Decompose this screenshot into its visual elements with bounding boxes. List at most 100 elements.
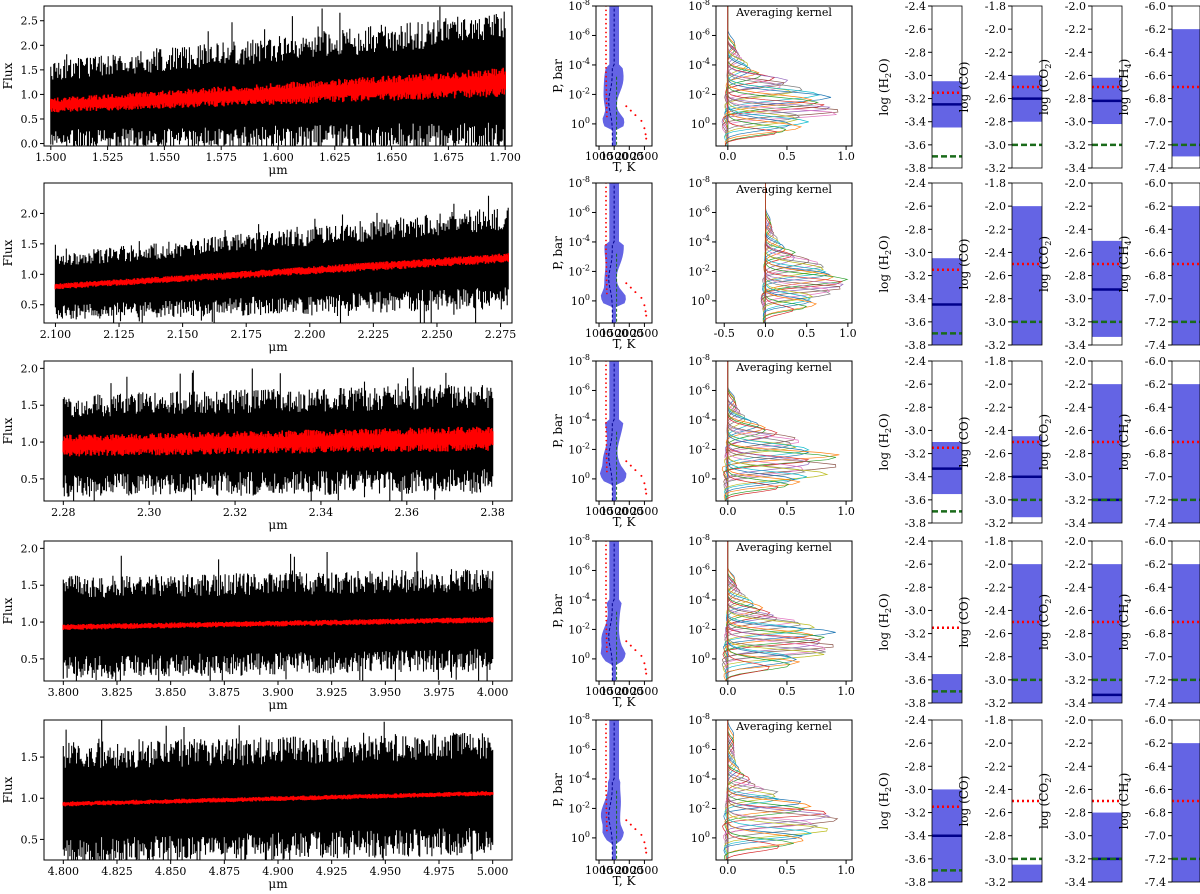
kernel-curve — [763, 183, 794, 323]
kernel-y-tick-label: 10-2 — [688, 263, 710, 278]
tp-y-tick-label: 10-2 — [568, 621, 590, 636]
kernel-curve — [722, 6, 839, 146]
abundance-y-tick-label: -2.8 — [905, 223, 926, 236]
abundance-y-tick-label: -3.6 — [905, 316, 926, 329]
abundance-panel-3-3: -2.0 -2.2 -2.4 -2.6 -2.8 -3.0 -3.2 -3.4 log (CO2… — [1037, 355, 1123, 530]
x-tick-label: 2.225 — [358, 328, 390, 341]
kernel-curve — [725, 541, 778, 681]
tp-x-tick-label: 1000 — [585, 327, 613, 340]
abundance-y-tick-label: -2.8 — [1065, 628, 1086, 641]
abundance-y-tick-label: -3.2 — [1065, 139, 1086, 152]
abundance-y-tick-label: -2.6 — [905, 737, 926, 750]
y-tick-label: 1.5 — [21, 751, 39, 764]
tp-y-tick-label: 10-2 — [568, 263, 590, 278]
abundance-y-tick-label: -2.2 — [1065, 200, 1086, 213]
abundance-panel-5-1: -2.4 -2.6 -2.8 -3.0 -3.2 -3.4 -3.6 -3.8 log (H2O… — [877, 714, 963, 889]
abundance-y-tick-label: -3.2 — [985, 339, 1006, 352]
abundance-y-tick-label: -2.4 — [1065, 581, 1086, 594]
tp-y-tick-label: 100 — [571, 651, 590, 666]
abundance-y-tick-label: -6.2 — [1145, 378, 1166, 391]
abundance-y-tick-label: -3.0 — [1065, 471, 1086, 484]
abundance-y-tick-label: -7.0 — [1145, 830, 1166, 843]
kernel-y-tick-label: 10-6 — [688, 382, 710, 397]
abundance-y-tick-label: -3.6 — [905, 494, 926, 507]
abundance-y-tick-label: -2.8 — [1065, 448, 1086, 461]
kernel-y-tick-label: 10-2 — [688, 621, 710, 636]
abundance-y-tick-label: -3.0 — [905, 424, 926, 437]
abundance-y-tick-label: -2.2 — [1065, 23, 1086, 36]
tp-y-tick-label: 10-2 — [568, 441, 590, 456]
abundance-y-tick-label: -3.2 — [905, 270, 926, 283]
spectrum-frame — [43, 360, 513, 502]
spectrum-y-label: Flux — [1, 239, 15, 266]
x-tick-label: 3.875 — [209, 686, 241, 699]
tp-prior-dots — [605, 183, 648, 317]
spectrum-x-label: μm — [268, 340, 288, 354]
abundance-y-label: log (CO2) — [1037, 236, 1053, 292]
model-spectrum-line — [62, 426, 494, 457]
abundance-y-tick-label: -3.6 — [905, 674, 926, 687]
abundance-y-tick-label: -6.8 — [1145, 807, 1166, 820]
kernel-frame — [715, 182, 853, 324]
abundance-band — [1012, 864, 1042, 882]
x-tick-label: 2.100 — [40, 328, 72, 341]
tp-y-tick-label: 10-6 — [568, 382, 590, 397]
abundance-y-tick-label: -2.2 — [985, 46, 1006, 59]
kernel-title: Averaging kernel — [735, 183, 832, 196]
kernel-curve — [724, 720, 831, 860]
abundance-y-tick-label: -2.8 — [905, 401, 926, 414]
abundance-y-tick-label: -3.4 — [905, 651, 926, 664]
spectrum-panel-5: 4.800 4.825 4.850 4.875 4.900 4.925 4.950 4.975… — [1, 719, 513, 891]
abundance-panel-2-4: -6.0 -6.2 -6.4 -6.6 -6.8 -7.0 -7.2 -7.4 log (CH4… — [1117, 177, 1200, 352]
kernel-frame — [715, 719, 853, 861]
abundance-y-tick-label: -2.2 — [1065, 737, 1086, 750]
tp-x-tick-label: 2500 — [630, 327, 658, 340]
abundance-band — [1172, 206, 1200, 345]
abundance-y-tick-label: -2.6 — [1065, 783, 1086, 796]
kernel-x-tick-label: 0.5 — [778, 864, 796, 877]
x-tick-label: 3.950 — [370, 686, 402, 699]
x-tick-label: 2.38 — [480, 506, 505, 519]
abundance-y-tick-label: -6.4 — [1145, 46, 1166, 59]
abundance-frame — [1011, 182, 1043, 346]
kernel-curve — [723, 361, 806, 501]
tp-frame — [595, 5, 653, 147]
tp-x-tick-label: 1000 — [585, 685, 613, 698]
tp-x-tick-label: 2500 — [630, 150, 658, 163]
abundance-y-tick-label: -7.4 — [1145, 697, 1166, 710]
x-tick-label: 3.925 — [316, 686, 348, 699]
abundance-y-tick-label: -7.0 — [1145, 471, 1166, 484]
x-tick-label: 2.275 — [485, 328, 517, 341]
kernel-y-tick-label: 10-2 — [688, 800, 710, 815]
x-tick-label: 2.250 — [421, 328, 453, 341]
abundance-y-tick-label: -6.4 — [1145, 401, 1166, 414]
abundance-y-tick-label: -2.6 — [985, 270, 1006, 283]
tp-x-tick-label: 1500 — [600, 864, 628, 877]
kernel-frame — [715, 540, 853, 682]
abundance-y-tick-label: -3.0 — [985, 674, 1006, 687]
kernel-x-tick-label: 1.0 — [839, 327, 857, 340]
tp-x-tick-label: 1500 — [600, 150, 628, 163]
abundance-y-tick-label: -2.6 — [985, 448, 1006, 461]
spectrum-x-label: μm — [268, 163, 288, 177]
abundance-y-tick-label: -3.0 — [1065, 116, 1086, 129]
kernel-y-tick-label: 10-6 — [688, 562, 710, 577]
abundance-y-tick-label: -7.2 — [1145, 139, 1166, 152]
kernel-curve — [724, 6, 809, 146]
abundance-y-tick-label: -3.2 — [905, 628, 926, 641]
abundance-y-tick-label: -3.0 — [1065, 651, 1086, 664]
abundance-y-tick-label: -1.8 — [985, 0, 1006, 13]
abundance-y-tick-label: -2.8 — [905, 46, 926, 59]
x-tick-label: 3.900 — [262, 686, 294, 699]
tp-y-tick-label: 100 — [571, 471, 590, 486]
model-spectrum-line — [62, 617, 494, 630]
abundance-y-tick-label: -3.8 — [905, 876, 926, 889]
x-tick-label: 4.850 — [155, 865, 187, 878]
tp-median-line — [608, 183, 615, 323]
abundance-y-tick-label: -2.8 — [905, 760, 926, 773]
abundance-frame — [1091, 540, 1123, 704]
abundance-y-tick-label: -2.2 — [985, 760, 1006, 773]
abundance-y-tick-label: -6.0 — [1145, 535, 1166, 548]
kernel-y-tick-label: 100 — [691, 293, 710, 308]
x-tick-label: 3.975 — [423, 686, 455, 699]
